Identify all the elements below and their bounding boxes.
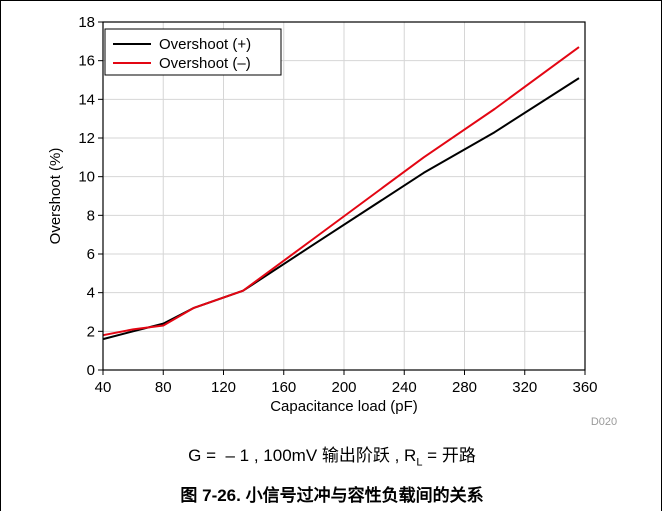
x-tick-label: 360 [572,379,597,396]
series-lines [102,46,580,341]
x-tick-label: 80 [155,379,172,396]
caption-suffix: = 开路 [422,446,476,465]
x-axis-label: Capacitance load (pF) [270,398,418,415]
axes: 40 80 120 160 200 240 280 320 360 0 2 4 6 8 10 12 14 16 18 [78,14,597,396]
y-tick-label: 12 [78,130,95,147]
legend-box [104,28,282,76]
caption-prefix: G = – 1 , 100mV 输出阶跃 , R [188,446,417,465]
y-tick-label: 4 [87,285,95,302]
series-line-1 [102,77,580,341]
legend-label: Overshoot (–) [159,55,251,72]
caption-subscript: L [416,456,423,469]
y-tick-label: 6 [87,246,95,263]
y-tick-label: 2 [87,323,95,340]
x-tick-label: 200 [331,379,356,396]
figure-code: D020 [591,416,617,428]
figure-title: 图 7-26. 小信号过冲与容性负载间的关系 [180,486,484,505]
overshoot-chart: 40 80 120 160 200 240 280 320 360 0 2 4 6 8 10 12 14 16 18… [47,14,617,428]
y-tick-label: 18 [78,14,95,31]
x-tick-label: 320 [512,379,537,396]
legend: Overshoot (+) Overshoot (–) [104,28,282,76]
legend-label: Overshoot (+) [159,36,251,53]
x-tick-label: 120 [211,379,236,396]
x-tick-label: 240 [392,379,417,396]
x-tick-label: 40 [95,379,112,396]
x-tick-label: 280 [452,379,477,396]
y-tick-label: 0 [87,362,95,379]
plot-area-border [102,21,586,371]
x-tick-label: 160 [271,379,296,396]
y-tick-label: 14 [78,91,95,108]
y-axis-label: Overshoot (%) [47,148,64,245]
y-tick-label: 8 [87,207,95,224]
chart-caption: G = – 1 , 100mV 输出阶跃 , RL = 开路 [0,441,664,468]
y-tick-label: 10 [78,169,95,186]
y-tick-label: 16 [78,53,95,70]
series-line-2 [102,46,580,337]
